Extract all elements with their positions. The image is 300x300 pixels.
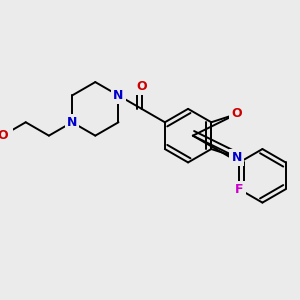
Text: F: F: [235, 183, 244, 196]
Text: N: N: [67, 116, 77, 129]
Text: N: N: [113, 89, 124, 102]
Text: N: N: [232, 151, 242, 164]
Text: O: O: [231, 107, 242, 121]
Text: O: O: [0, 129, 8, 142]
Text: O: O: [136, 80, 147, 93]
